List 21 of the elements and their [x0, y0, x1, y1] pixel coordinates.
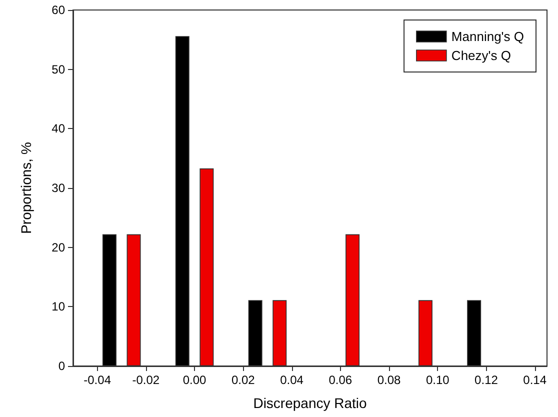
- y-tick-label: 0: [58, 359, 66, 373]
- x-tick-label: 0.08: [377, 373, 401, 387]
- x-tick-label: 0.04: [280, 373, 304, 387]
- x-axis-title: Discrepancy Ratio: [253, 395, 368, 411]
- x-tick-label: -0.04: [84, 373, 112, 387]
- x-tick-label: 0.12: [474, 373, 498, 387]
- x-tick-label: -0.02: [132, 373, 160, 387]
- y-tick-label: 20: [52, 240, 66, 254]
- x-tick-label: 0.02: [231, 373, 256, 387]
- y-tick-label: 10: [52, 300, 66, 314]
- y-tick-label: 60: [52, 3, 66, 17]
- x-tick-label: 0.06: [328, 373, 352, 387]
- y-tick-label: 40: [52, 122, 66, 136]
- legend-label: Chezy's Q: [451, 48, 511, 63]
- x-tick-label: 0.10: [426, 373, 450, 387]
- y-tick-label: 30: [52, 181, 66, 195]
- y-axis-title: Proportions, %: [18, 142, 34, 234]
- x-tick-label: 0.00: [182, 373, 207, 387]
- legend-label: Manning's Q: [451, 29, 524, 44]
- x-tick-label: 0.14: [523, 373, 547, 387]
- y-tick-label: 50: [52, 62, 66, 76]
